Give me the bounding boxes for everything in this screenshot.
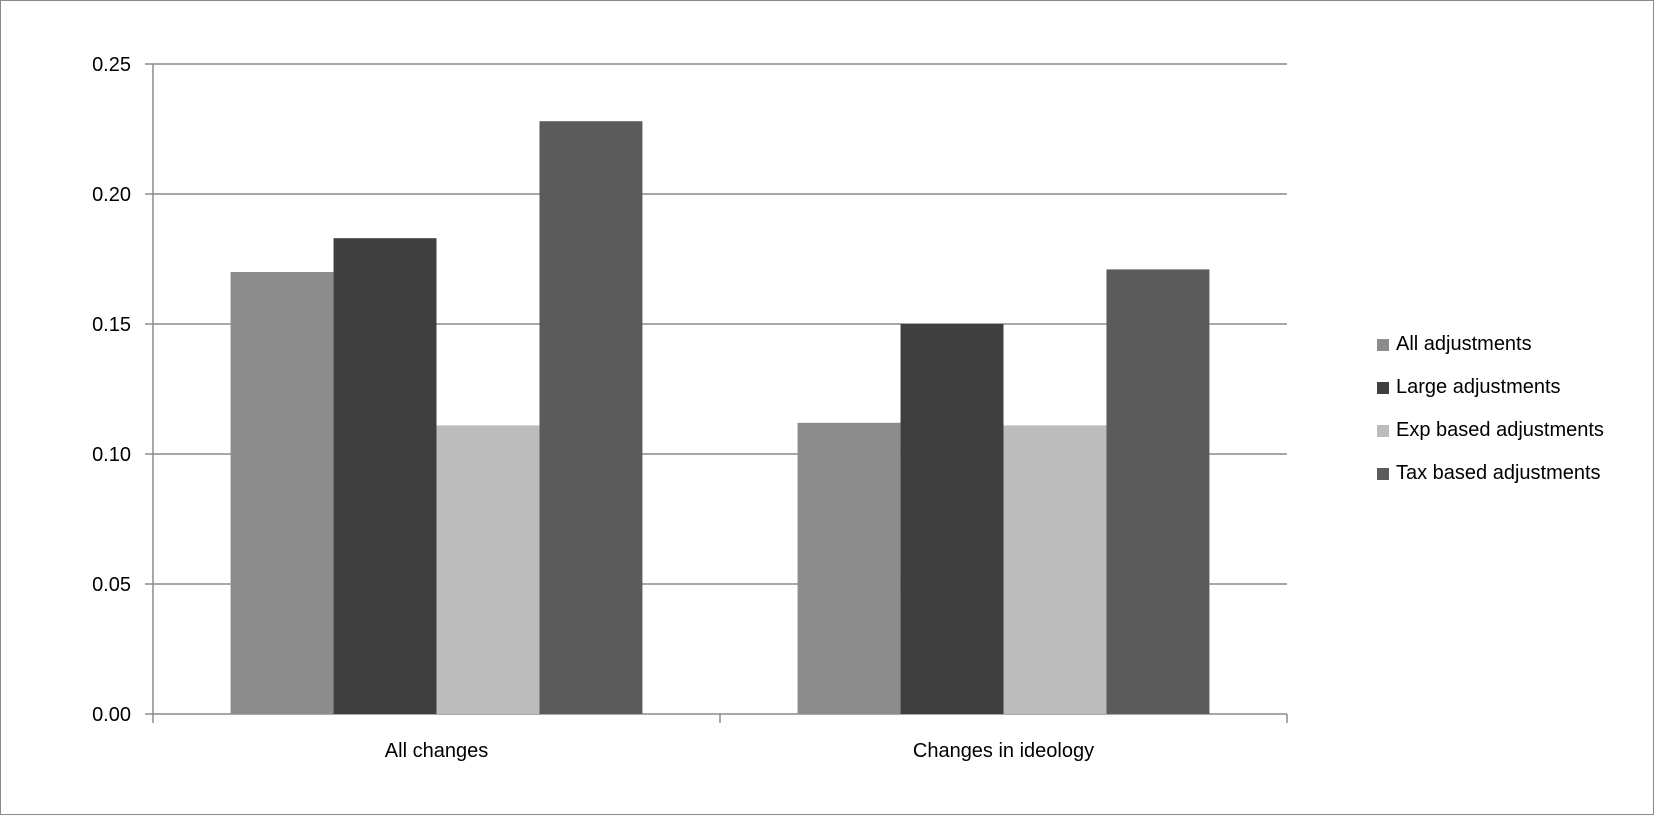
legend-swatch: [1377, 424, 1389, 437]
x-tick-label: Changes in ideology: [913, 740, 1094, 762]
bar: [333, 238, 437, 714]
y-tick-label: 0.05: [92, 574, 131, 596]
y-tick-label: 0.00: [92, 704, 131, 726]
bar: [900, 324, 1004, 714]
legend-swatch: [1377, 381, 1389, 394]
bar: [436, 425, 540, 714]
legend-label: All adjustments: [1396, 333, 1532, 355]
bar: [1003, 425, 1107, 714]
y-tick-label: 0.20: [92, 184, 131, 206]
legend-item: Large adjustments: [1377, 366, 1604, 409]
legend: All adjustments Large adjustments Exp base…: [1377, 323, 1604, 495]
legend-label: Exp based adjustments: [1396, 419, 1604, 441]
legend-swatch: [1377, 338, 1389, 351]
y-tick-label: 0.25: [92, 54, 131, 76]
bar: [1106, 269, 1210, 714]
bar: [797, 422, 901, 714]
legend-label: Tax based adjustments: [1396, 462, 1601, 484]
bar: [539, 121, 643, 714]
legend-item: Tax based adjustments: [1377, 452, 1604, 495]
bar: [230, 272, 334, 714]
y-tick-label: 0.15: [92, 314, 131, 336]
y-tick-label: 0.10: [92, 444, 131, 466]
legend-item: Exp based adjustments: [1377, 409, 1604, 452]
legend-swatch: [1377, 467, 1389, 480]
legend-item: All adjustments: [1377, 323, 1604, 366]
legend-label: Large adjustments: [1396, 376, 1561, 398]
x-tick-label: All changes: [385, 740, 488, 762]
